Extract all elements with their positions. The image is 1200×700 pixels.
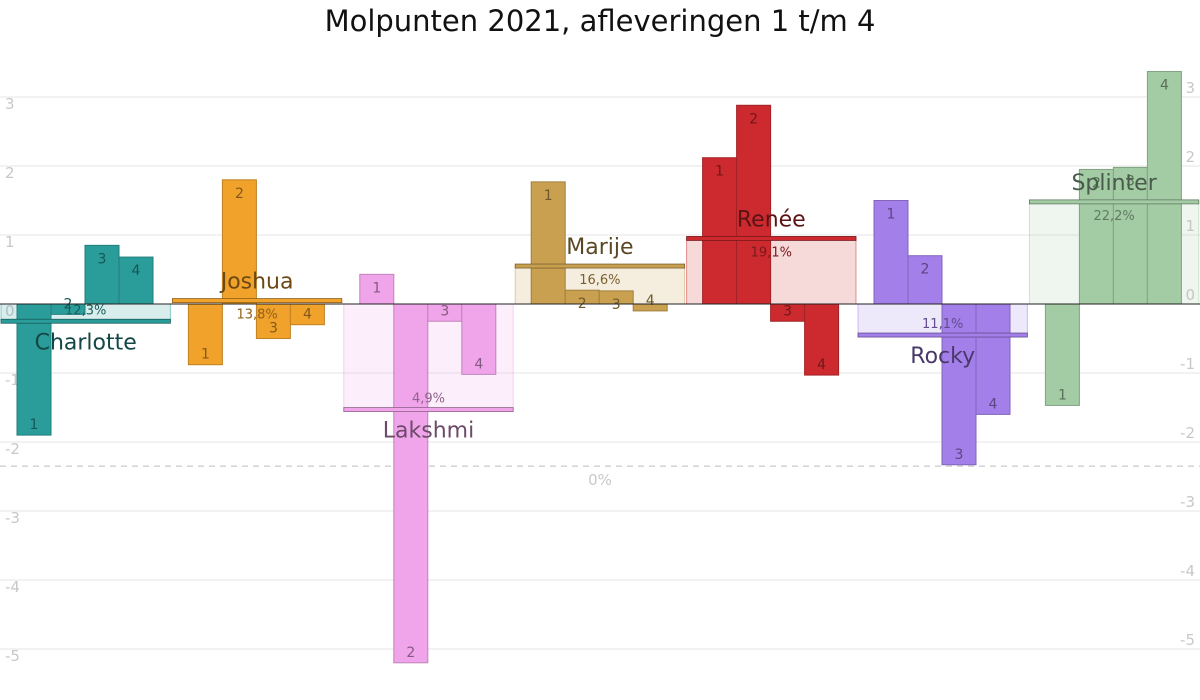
bar: [1146, 70, 1182, 305]
bar-label: 1: [30, 417, 39, 433]
average-line: [1029, 199, 1200, 205]
bar: [1044, 303, 1080, 406]
bar-label: 4: [132, 263, 141, 279]
reference-line-label: 0%: [588, 471, 612, 489]
series-name: Joshua: [219, 270, 294, 295]
bar-label: 2: [921, 262, 930, 278]
bar-label: 1: [372, 280, 381, 296]
bar: [736, 104, 772, 305]
bar-label: 1: [1058, 387, 1067, 403]
bar: [255, 303, 291, 339]
bar-label: 4: [989, 396, 998, 412]
bar: [804, 303, 840, 376]
bar-label: 1: [544, 188, 553, 204]
y-tick-left: 1: [5, 233, 15, 251]
bar-label: 3: [98, 251, 107, 267]
series-percent: 16,6%: [579, 273, 620, 288]
series-name: Lakshmi: [383, 419, 474, 444]
y-tick-left: -2: [5, 440, 20, 458]
y-tick-left: 0: [5, 302, 15, 320]
series-percent: 11,1%: [922, 317, 963, 332]
bar-label: 2: [235, 186, 244, 202]
series-name: Rocky: [910, 344, 975, 369]
bar-label: 2: [406, 645, 415, 661]
bar-label: 4: [646, 293, 655, 309]
y-tick-left: 3: [5, 95, 15, 113]
bar: [975, 303, 1011, 415]
bar: [118, 256, 154, 305]
average-line: [686, 236, 857, 241]
bar-label: 4: [303, 307, 312, 323]
y-tick-right: -2: [1180, 424, 1195, 442]
bar: [907, 255, 943, 305]
bar-label: 2: [749, 111, 758, 127]
y-tick-right: 0: [1185, 286, 1195, 304]
series-percent: 22,2%: [1093, 209, 1134, 224]
series-percent: 4,9%: [412, 392, 445, 407]
bar-label: 4: [817, 357, 826, 373]
series-percent: 12,3%: [65, 303, 106, 318]
y-tick-right: 2: [1185, 148, 1195, 166]
bar-label: 4: [474, 356, 483, 372]
y-tick-left: -3: [5, 509, 20, 527]
bar: [1078, 168, 1114, 305]
average-line: [343, 407, 514, 412]
bar: [221, 179, 257, 305]
average-line: [171, 298, 343, 303]
y-tick-right: 3: [1185, 79, 1195, 97]
chart-title: Molpunten 2021, afleveringen 1 t/m 4: [324, 4, 876, 38]
y-tick-left: -5: [5, 647, 20, 665]
y-tick-left: -4: [5, 578, 20, 596]
bar-label: 3: [955, 447, 964, 463]
series-percent: 19,1%: [751, 245, 792, 260]
y-tick-left: 2: [5, 164, 15, 182]
average-line: [514, 263, 686, 269]
bar: [461, 303, 497, 375]
series-name: Renée: [737, 207, 806, 232]
y-tick-right: -4: [1180, 562, 1195, 580]
bar-label: 3: [1126, 173, 1135, 189]
bar: [393, 303, 429, 664]
average-line: [0, 318, 171, 324]
bar-label: 3: [783, 303, 792, 319]
series-name: Splinter: [1071, 171, 1157, 196]
bar: [16, 303, 52, 436]
y-tick-right: -3: [1180, 493, 1195, 511]
y-tick-left: -1: [5, 371, 20, 389]
bar-label: 3: [440, 303, 449, 319]
bar: [702, 157, 738, 305]
bar-label: 2: [1092, 175, 1101, 191]
y-tick-right: -1: [1180, 355, 1195, 373]
y-tick-right: 1: [1185, 217, 1195, 235]
y-tick-right: -5: [1180, 631, 1195, 649]
series-name: Marije: [566, 235, 633, 260]
series-name: Charlotte: [35, 330, 137, 355]
bar-label: 1: [715, 164, 724, 180]
bar-label: 1: [887, 207, 896, 223]
bar-label: 3: [269, 321, 278, 337]
bar-label: 3: [612, 297, 621, 313]
bar-label: 4: [1160, 77, 1169, 93]
bar: [359, 273, 395, 305]
average-line: [857, 332, 1028, 338]
bar: [1112, 166, 1148, 305]
bar-label: 1: [201, 347, 210, 363]
series-percent: 13,8%: [236, 308, 277, 323]
